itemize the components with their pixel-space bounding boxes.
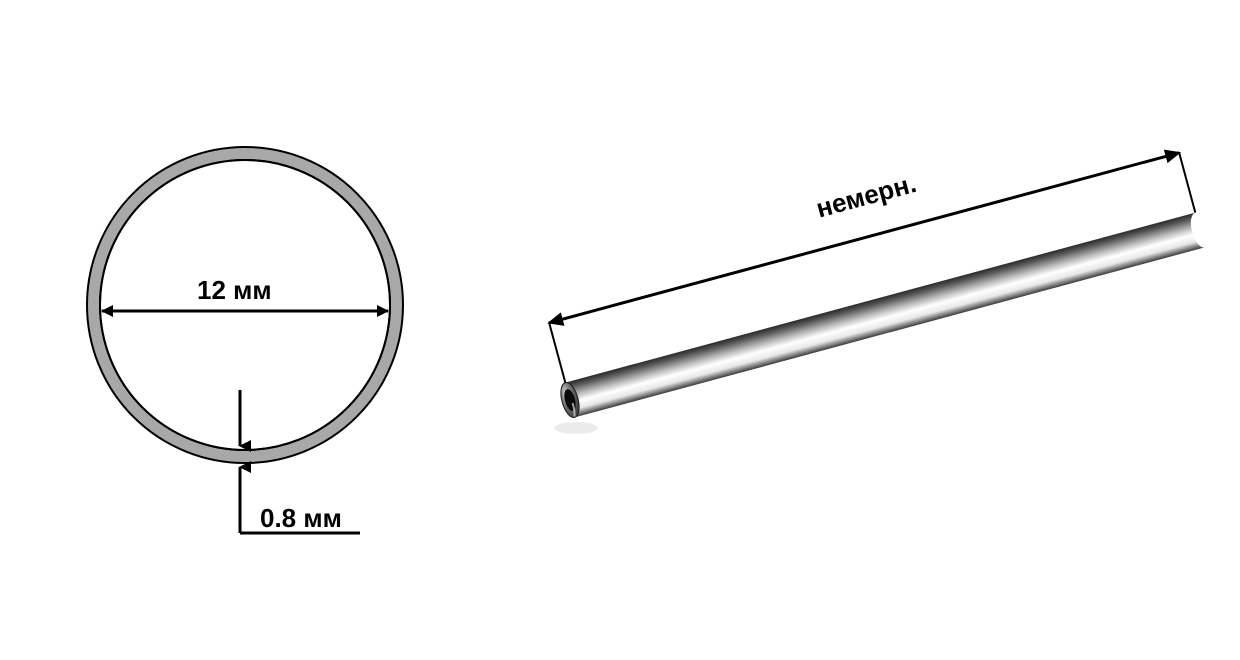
pipe-svg <box>0 0 1240 660</box>
pipe-shape <box>554 213 1204 434</box>
diameter-label: 12 мм <box>197 275 272 306</box>
thickness-label: 0.8 мм <box>260 503 342 534</box>
diagram-stage: 12 мм 0.8 мм немерн. <box>0 0 1240 660</box>
